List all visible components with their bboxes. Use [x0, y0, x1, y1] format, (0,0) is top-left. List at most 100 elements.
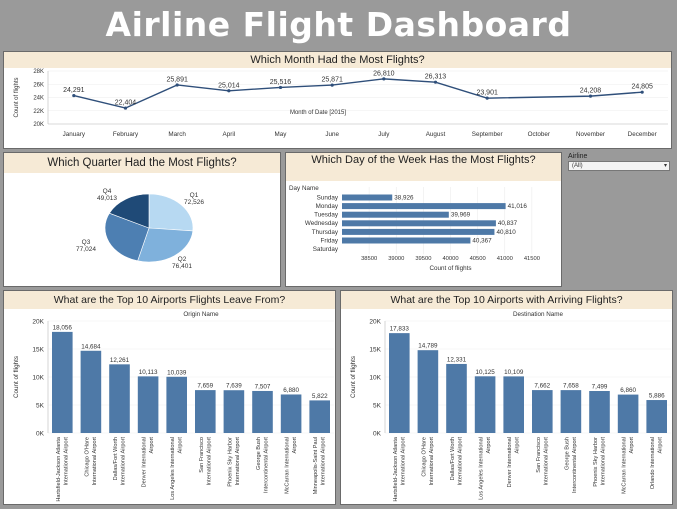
x-tick-label: International Airport — [92, 437, 98, 486]
series-line — [73, 78, 643, 109]
x-tick-label: Chicago O'Hare — [421, 437, 427, 477]
bar — [617, 394, 639, 433]
data-point — [72, 93, 76, 98]
x-tick-label: McCarran International — [285, 437, 291, 494]
x-tick-label: Hartsfield-Jackson Atlanta — [56, 436, 62, 502]
bar-value-label: 39,969 — [451, 212, 471, 219]
x-tick-label: Orlando International — [650, 437, 656, 489]
airline-filter-label: Airline — [568, 153, 588, 160]
bar-value-label: 7,658 — [563, 383, 579, 390]
bar-value-label: 7,662 — [534, 383, 550, 390]
x-tick-label: 39000 — [388, 256, 404, 262]
x-tick-label: McCarran International — [622, 437, 628, 494]
x-tick-label: George Bush — [564, 437, 570, 470]
x-tick-label: International Airport — [601, 437, 607, 486]
x-tick-label: May — [275, 131, 288, 138]
weekday-panel: Which Day of the Week Has the Most Fligh… — [285, 152, 562, 287]
x-tick-label: Dallas/Fort Worth — [450, 437, 456, 480]
x-tick-label: Hartsfield-Jackson Atlanta — [393, 436, 399, 502]
data-label: 22,404 — [115, 100, 137, 107]
bar — [52, 331, 73, 433]
bar — [342, 237, 471, 244]
data-point — [330, 83, 334, 87]
x-tick-label: Airport — [486, 437, 492, 454]
bar — [417, 350, 439, 433]
pie-slice — [104, 212, 150, 262]
y-tick-label: 24K — [33, 96, 44, 102]
x-tick-label: December — [628, 131, 657, 138]
x-tick-label: Minneapolis-Saint Paul — [313, 437, 319, 494]
data-point — [123, 106, 128, 110]
data-label: 25,871 — [321, 77, 343, 84]
x-tick-label: International Airport — [429, 437, 435, 486]
weekday-chart-title: Which Day of the Week Has the Most Fligh… — [286, 153, 561, 181]
data-point — [588, 94, 593, 98]
slice-value: 49,013 — [97, 195, 117, 202]
bar-value-label: 7,499 — [592, 384, 608, 391]
bar-value-label: 10,113 — [139, 369, 158, 376]
x-tick-label: Phoenix Sky Harbor — [593, 437, 599, 487]
bar — [342, 194, 393, 201]
y-tick-label: 10K — [32, 375, 44, 382]
y-tick-label: 20K — [32, 319, 44, 326]
x-tick-label: Denver International — [142, 437, 148, 487]
bar — [342, 228, 495, 235]
category-header: Day Name — [289, 185, 319, 192]
x-tick-label: Dallas/Fort Worth — [113, 437, 119, 480]
bar-value-label: 5,822 — [312, 393, 328, 400]
bar-value-label: 5,886 — [649, 393, 665, 400]
x-tick-label: Airport — [515, 437, 521, 454]
bar-value-label: 17,833 — [390, 326, 410, 333]
quarter-chart-title: Which Quarter Had the Most Flights? — [4, 153, 280, 173]
destination-chart-title: What are the Top 10 Airports with Arrivi… — [341, 291, 672, 309]
dashboard-title: Airline Flight Dashboard — [105, 5, 572, 44]
bar-value-label: 12,331 — [447, 356, 467, 363]
slice-label: Q1 — [190, 192, 199, 199]
x-tick-label: April — [223, 131, 236, 138]
monthly-chart-title: Which Month Had the Most Flights? — [4, 52, 671, 68]
y-tick-label: 20K — [33, 122, 44, 128]
bar — [342, 220, 496, 227]
x-axis-label: Month of Date [2015] — [290, 110, 346, 116]
x-tick-label: Airport — [178, 437, 184, 454]
data-point — [227, 89, 231, 93]
x-tick-label: June — [325, 131, 339, 138]
x-tick-label: Airport — [658, 437, 664, 454]
x-tick-label: International Airport — [321, 437, 327, 486]
bar — [166, 376, 187, 433]
monthly-flights-panel: Which Month Had the Most Flights? 20K 22K… — [3, 51, 672, 149]
x-tick-label: International Airport — [235, 437, 241, 486]
airline-filter-dropdown[interactable]: (All) ▾ — [568, 161, 670, 171]
bar — [137, 376, 159, 433]
data-point — [175, 83, 179, 87]
x-tick-label: Airport — [629, 437, 635, 454]
x-tick-label: July — [378, 131, 390, 138]
bar-value-label: 12,261 — [110, 357, 130, 364]
origin-airports-panel: What are the Top 10 Airports Flights Lea… — [3, 290, 336, 505]
y-tick-label: 5K — [373, 403, 382, 410]
x-tick-label: International Airport — [63, 437, 69, 486]
x-tick-label: San Francisco — [199, 437, 205, 473]
y-tick-label: 26K — [33, 82, 44, 88]
x-tick-label: Los Angeles International — [479, 437, 485, 500]
pie-slice — [137, 227, 194, 263]
bar-value-label: 10,039 — [167, 369, 187, 376]
bar — [560, 390, 582, 433]
data-point — [640, 90, 644, 94]
bar-value-label: 6,880 — [283, 387, 299, 394]
data-label: 26,313 — [425, 74, 447, 81]
x-tick-label: International Airport — [121, 437, 127, 486]
x-tick-label: International Airport — [543, 437, 549, 486]
y-tick-label: 5K — [36, 403, 45, 410]
bar — [280, 394, 302, 433]
data-point — [485, 96, 489, 100]
x-tick-label: January — [63, 131, 86, 138]
x-tick-label: San Francisco — [536, 437, 542, 473]
pie-slice — [148, 193, 194, 232]
y-tick-label: 0K — [373, 431, 382, 438]
x-tick-label: Airport — [149, 437, 155, 454]
bar-value-label: 10,125 — [475, 369, 495, 376]
airline-filter-value: (All) — [572, 163, 583, 169]
y-tick-label: 28K — [33, 69, 44, 75]
data-label: 23,901 — [476, 90, 498, 97]
